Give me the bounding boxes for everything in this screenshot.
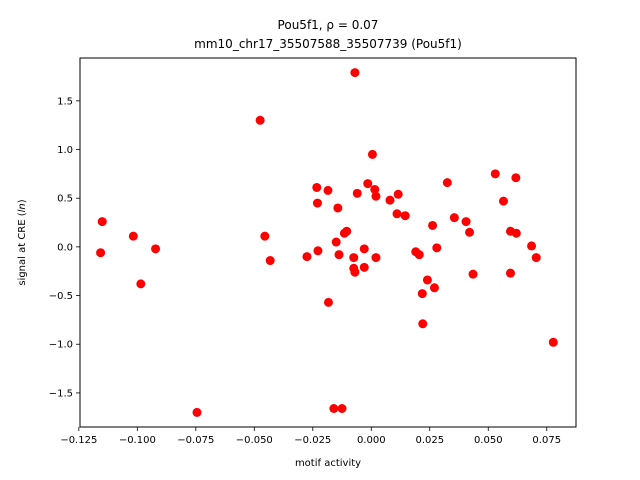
data-point bbox=[468, 269, 478, 279]
y-axis: −1.5 −1.0 −0.5 0.0 0.5 1.0 1.5 bbox=[49, 96, 80, 399]
data-point bbox=[531, 253, 541, 263]
data-point bbox=[192, 407, 202, 417]
y-tick-label: −1.5 bbox=[49, 388, 73, 399]
data-point bbox=[392, 209, 402, 219]
data-point bbox=[449, 213, 459, 223]
y-tick-label: 0.5 bbox=[57, 194, 73, 205]
data-point bbox=[302, 252, 312, 262]
data-point bbox=[128, 231, 138, 241]
x-tick-label: 0.050 bbox=[474, 435, 503, 446]
data-point bbox=[359, 262, 369, 272]
data-point bbox=[429, 283, 439, 293]
data-point bbox=[527, 241, 537, 251]
data-point bbox=[432, 243, 442, 253]
data-point bbox=[417, 289, 427, 299]
data-point bbox=[136, 279, 146, 289]
data-point bbox=[511, 228, 521, 238]
data-point bbox=[385, 195, 395, 205]
data-point bbox=[442, 178, 452, 188]
data-point bbox=[498, 196, 508, 206]
data-point bbox=[96, 248, 106, 258]
data-point bbox=[334, 250, 344, 260]
x-axis: −0.125 −0.100 −0.075 −0.050 −0.025 0.000 0.025… bbox=[60, 427, 561, 446]
data-points bbox=[96, 68, 558, 417]
x-tick-label: −0.025 bbox=[294, 435, 331, 446]
x-tick-label: −0.125 bbox=[60, 435, 97, 446]
y-tick-label: −0.5 bbox=[49, 291, 73, 302]
data-point bbox=[367, 149, 377, 159]
data-point bbox=[349, 253, 359, 263]
data-point bbox=[400, 211, 410, 221]
data-point bbox=[371, 191, 381, 201]
x-tick-label: 0.025 bbox=[415, 435, 444, 446]
x-tick-label: −0.100 bbox=[119, 435, 156, 446]
data-point bbox=[255, 115, 265, 125]
data-point bbox=[331, 237, 341, 247]
chart-title-line1: Pou5f1, ρ = 0.07 bbox=[278, 18, 379, 32]
data-point bbox=[371, 253, 381, 263]
data-point bbox=[312, 198, 322, 208]
y-tick-label: 1.0 bbox=[57, 145, 73, 156]
data-point bbox=[342, 226, 352, 236]
data-point bbox=[265, 256, 275, 266]
y-axis-label-suffix: ) bbox=[17, 199, 28, 203]
data-point bbox=[548, 337, 558, 347]
data-point bbox=[350, 68, 360, 78]
data-point bbox=[461, 217, 471, 227]
data-point bbox=[465, 227, 475, 237]
x-tick-label: −0.075 bbox=[177, 435, 214, 446]
x-tick-label: 0.075 bbox=[532, 435, 561, 446]
data-point bbox=[151, 244, 161, 254]
data-point bbox=[414, 250, 424, 260]
y-tick-label: 0.0 bbox=[57, 242, 73, 253]
data-point bbox=[312, 182, 322, 192]
x-axis-label: motif activity bbox=[295, 458, 361, 469]
data-point bbox=[333, 203, 343, 213]
data-point bbox=[422, 275, 432, 285]
data-point bbox=[490, 169, 500, 179]
x-tick-label: −0.050 bbox=[236, 435, 273, 446]
data-point bbox=[428, 220, 438, 230]
data-point bbox=[363, 179, 373, 189]
data-point bbox=[350, 267, 360, 277]
data-point bbox=[511, 173, 521, 183]
data-point bbox=[313, 246, 323, 256]
data-point bbox=[323, 297, 333, 307]
data-point bbox=[393, 189, 403, 199]
y-axis-label: signal at CRE (ln) bbox=[17, 199, 28, 285]
data-point bbox=[505, 268, 515, 278]
plot-area-frame bbox=[79, 57, 577, 428]
y-tick-label: 1.5 bbox=[57, 96, 73, 107]
data-point bbox=[370, 184, 380, 194]
data-point bbox=[359, 244, 369, 254]
chart-title-line2: mm10_chr17_35507588_35507739 (Pou5f1) bbox=[194, 37, 462, 51]
data-point bbox=[323, 185, 333, 195]
x-tick-label: 0.000 bbox=[357, 435, 386, 446]
data-point bbox=[337, 404, 347, 413]
y-axis-label-prefix: signal at CRE ( bbox=[17, 212, 28, 285]
data-point bbox=[352, 188, 362, 198]
data-point bbox=[97, 217, 107, 227]
y-tick-label: −1.0 bbox=[49, 340, 73, 351]
y-axis-label-italic: ln bbox=[17, 203, 28, 212]
data-point bbox=[329, 404, 339, 413]
data-point bbox=[418, 319, 428, 329]
data-point bbox=[260, 231, 270, 241]
